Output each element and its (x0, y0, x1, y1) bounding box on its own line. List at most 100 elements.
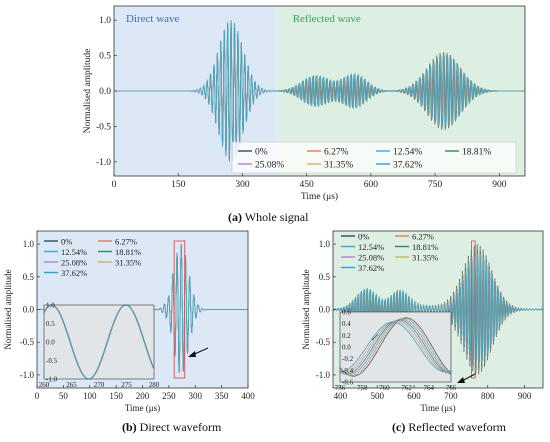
inset-y-tick-label: -0.4 (342, 367, 354, 375)
x-tick-label: 400 (241, 391, 255, 401)
x-tick-label: 50 (59, 391, 69, 401)
legend-box (231, 141, 517, 174)
inset-series (43, 304, 154, 380)
x-tick-label: 300 (189, 391, 203, 401)
series-line-6 (114, 20, 525, 162)
inset-x-tick-label: 260 (39, 381, 50, 389)
legend-entry: 25.08% (358, 253, 384, 263)
inset-y-tick-label: 0.4 (342, 320, 351, 328)
x-tick-label: 100 (83, 391, 97, 401)
inset-series-line-0 (339, 317, 452, 377)
x-tick-label: 500 (370, 391, 384, 401)
legend-entry: 25.08% (61, 258, 87, 268)
x-tick-label: 900 (518, 391, 532, 401)
y-tick-label: 0.0 (23, 305, 35, 315)
caption-b-text: Direct waveform (139, 420, 222, 434)
legend-entry: 31.35% (324, 161, 353, 171)
series-group (114, 20, 525, 162)
legend-entry: 6.27% (324, 148, 349, 158)
inset-x-tick-label: 758 (357, 384, 368, 392)
inset-x-tick-label: 760 (379, 384, 390, 392)
y-tick-label: 1.0 (99, 16, 111, 26)
y-axis-label: Normalised amplitude (83, 49, 93, 134)
inset-x-tick-label: 756 (335, 384, 346, 392)
inset-frame (43, 304, 155, 380)
caption-a-letter: (a) (228, 210, 242, 224)
x-tick-label: 600 (407, 391, 421, 401)
y-tick-label: -1.0 (316, 370, 331, 380)
legend-entry: 31.35% (412, 253, 438, 263)
legend-entry: 37.62% (61, 268, 87, 278)
zoom-box (173, 240, 186, 379)
legend-entry: 18.81% (412, 242, 438, 252)
zoom-arrow-head (188, 351, 196, 357)
inset-series-line-6 (43, 304, 154, 380)
y-axis-label: Normalised amplitude (3, 269, 13, 349)
inset-y-tick-label: -0.5 (46, 357, 58, 365)
legend-entry: 12.54% (393, 148, 422, 158)
inset-x-tick-label: 280 (149, 381, 160, 389)
y-tick-label: 1.0 (23, 239, 35, 249)
direct-wave-label: Direct wave (126, 13, 180, 25)
inset-x-tick-label: 265 (66, 381, 77, 389)
legend-entry: 37.62% (393, 161, 422, 171)
caption-a: (a) Whole signal (228, 210, 308, 225)
inset-x-tick-label: 762 (401, 384, 412, 392)
inset-x-tick-label: 275 (121, 381, 132, 389)
legend-entry: 0% (358, 232, 369, 242)
inset-series-line-6 (339, 321, 452, 373)
inset-shift-arrow (371, 333, 379, 341)
legend-entry: 12.54% (358, 242, 384, 252)
legend-entry: 18.81% (462, 148, 491, 158)
inset-y-tick-label: 0.0 (46, 339, 55, 347)
caption-c-text: Reflected waveform (408, 420, 506, 434)
inset-series (339, 317, 452, 377)
inset-x-tick-label: 270 (94, 381, 105, 389)
caption-c-letter: (c) (392, 420, 406, 434)
caption-b: (b) Direct waveform (122, 420, 221, 435)
inset-y-tick-label: 0.2 (342, 332, 351, 340)
x-tick-label: 800 (481, 391, 495, 401)
x-tick-label: 0 (35, 391, 40, 401)
legend-entry: 6.27% (115, 237, 137, 247)
x-tick-label: 900 (492, 180, 507, 190)
inset-x-tick-label: 766 (446, 384, 457, 392)
y-tick-label: -1.0 (20, 370, 35, 380)
legend-entry: 6.27% (412, 232, 434, 242)
zoom-arrow-head (457, 377, 465, 383)
x-tick-label: 300 (235, 180, 250, 190)
x-tick-label: 750 (428, 180, 443, 190)
legend-entry: 0% (61, 237, 72, 247)
legend-entry: 31.35% (115, 258, 141, 268)
caption-c: (c) Reflected waveform (392, 420, 506, 435)
x-tick-label: 150 (171, 180, 186, 190)
x-axis-label: Time (μs) (301, 191, 338, 202)
x-tick-label: 200 (136, 391, 150, 401)
x-tick-label: 250 (162, 391, 176, 401)
inset-y-tick-label: -0.2 (342, 355, 354, 363)
x-tick-label: 150 (109, 391, 123, 401)
inset-frame (339, 311, 452, 383)
y-tick-label: 0.5 (23, 272, 35, 282)
inset-y-tick-label: 0.0 (342, 344, 351, 352)
reflected-wave-label: Reflected wave (293, 13, 361, 25)
x-tick-label: 400 (334, 391, 348, 401)
inset-series-line-5 (339, 320, 452, 374)
legend-entry: 18.81% (115, 247, 141, 257)
y-tick-label: 0.5 (319, 272, 331, 282)
inset-x-tick-label: 764 (424, 384, 435, 392)
x-axis-label: Time (μs) (125, 403, 160, 413)
chart-b-direct-waveform: 0 50 100 150 200 250 300 350 400 -1.0 -0.5 0.0 0.5 1.… (3, 230, 255, 413)
x-tick-label: 700 (444, 391, 458, 401)
legend-entry: 0% (255, 148, 268, 158)
x-tick-label: 350 (215, 391, 229, 401)
caption-b-letter: (b) (122, 420, 137, 434)
chart-c-reflected-waveform: 400 500 600 700 800 900 -1.0 -0.5 0.0 0.5 1.0 Time … (301, 230, 544, 413)
x-tick-label: 600 (364, 180, 379, 190)
inset-y-tick-label: 0.6 (342, 309, 351, 317)
y-tick-label: -1.0 (96, 158, 111, 168)
inset-y-tick-label: 1.0 (46, 302, 55, 310)
y-tick-label: 0.0 (319, 305, 331, 315)
y-tick-label: -0.5 (316, 337, 331, 347)
